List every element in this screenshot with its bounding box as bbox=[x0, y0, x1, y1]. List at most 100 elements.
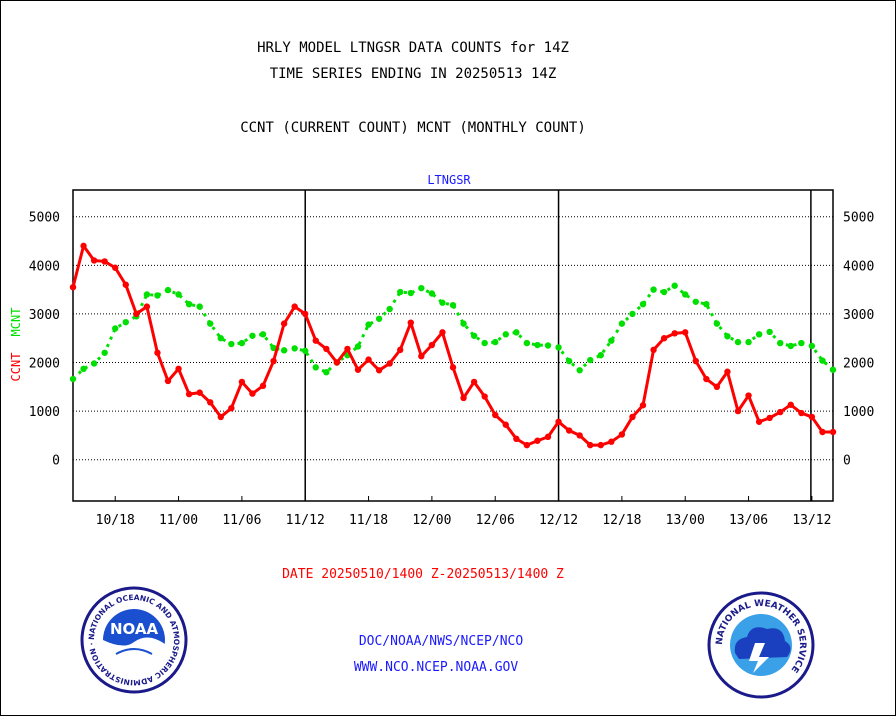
point-mcnt bbox=[143, 291, 151, 298]
website-label: WWW.NCO.NCEP.NOAA.GOV bbox=[354, 660, 519, 675]
point-mcnt bbox=[238, 339, 246, 347]
x-tick-label: 13/12 bbox=[792, 513, 831, 528]
y-axis-label-mcnt: MCNT bbox=[9, 308, 23, 337]
panel-label: LTNGSR bbox=[427, 173, 471, 187]
point-mcnt bbox=[798, 339, 805, 347]
y-axis-label-ccnt: CCNT bbox=[9, 353, 23, 382]
point-mcnt bbox=[829, 366, 837, 373]
point-ccnt bbox=[787, 401, 794, 408]
point-mcnt bbox=[724, 333, 731, 340]
point-mcnt bbox=[755, 331, 763, 338]
point-mcnt bbox=[671, 282, 678, 289]
point-ccnt bbox=[618, 431, 626, 438]
series-mcnt bbox=[69, 282, 837, 383]
point-mcnt bbox=[196, 303, 203, 310]
point-ccnt bbox=[703, 375, 710, 383]
point-mcnt bbox=[460, 320, 467, 327]
point-ccnt bbox=[238, 378, 246, 386]
point-mcnt bbox=[650, 286, 657, 293]
point-ccnt bbox=[777, 408, 784, 416]
point-ccnt bbox=[829, 428, 837, 436]
point-mcnt bbox=[365, 321, 372, 328]
chart-subtitle: CCNT (CURRENT COUNT) MCNT (MONTHLY COUNT… bbox=[240, 120, 586, 136]
point-ccnt bbox=[312, 337, 319, 344]
x-tick-label: 11/06 bbox=[222, 513, 261, 528]
x-tick-label: 12/06 bbox=[476, 513, 515, 528]
point-ccnt bbox=[280, 320, 288, 327]
point-ccnt bbox=[492, 411, 499, 419]
point-mcnt bbox=[354, 343, 362, 350]
point-mcnt bbox=[808, 342, 816, 350]
x-tick-label: 12/00 bbox=[412, 513, 451, 528]
point-mcnt bbox=[470, 332, 478, 339]
point-ccnt bbox=[375, 367, 383, 374]
y-tick-label-right-0: 0 bbox=[843, 454, 851, 469]
point-ccnt bbox=[724, 368, 731, 375]
point-ccnt bbox=[481, 393, 488, 400]
point-ccnt bbox=[259, 382, 267, 390]
point-ccnt bbox=[249, 390, 256, 397]
y-tick-labels-left: 0 1000 2000 3000 4000 5000 bbox=[29, 211, 60, 469]
point-mcnt bbox=[185, 300, 193, 308]
nws-logo: NATIONAL WEATHER SERVICE bbox=[707, 591, 815, 699]
point-ccnt bbox=[80, 242, 87, 250]
point-ccnt bbox=[428, 341, 436, 349]
y-tick-label-left-3000: 3000 bbox=[29, 308, 60, 323]
point-mcnt bbox=[713, 320, 721, 327]
point-ccnt bbox=[196, 389, 203, 396]
point-ccnt bbox=[470, 378, 478, 386]
plot-frame bbox=[72, 189, 834, 502]
point-ccnt bbox=[650, 346, 657, 354]
point-mcnt bbox=[819, 357, 826, 364]
x-tick-label: 13/06 bbox=[729, 513, 768, 528]
gridlines bbox=[73, 216, 833, 461]
point-mcnt bbox=[608, 337, 615, 344]
series-ccnt bbox=[69, 242, 837, 449]
point-ccnt bbox=[692, 357, 699, 365]
point-ccnt bbox=[90, 257, 98, 264]
point-mcnt bbox=[69, 375, 77, 383]
point-mcnt bbox=[523, 339, 531, 347]
point-mcnt bbox=[249, 332, 256, 339]
point-ccnt bbox=[713, 383, 721, 391]
point-ccnt bbox=[766, 414, 773, 422]
point-ccnt bbox=[682, 329, 689, 336]
x-tick-marks bbox=[114, 496, 813, 501]
point-mcnt bbox=[544, 342, 552, 349]
point-ccnt bbox=[154, 349, 161, 356]
point-mcnt bbox=[228, 340, 235, 348]
y-tick-label-right-1000: 1000 bbox=[843, 405, 874, 420]
point-mcnt bbox=[734, 338, 742, 346]
point-mcnt bbox=[597, 352, 604, 359]
point-ccnt bbox=[207, 399, 214, 406]
point-mcnt bbox=[386, 305, 393, 313]
point-ccnt bbox=[143, 303, 151, 310]
point-ccnt bbox=[639, 402, 647, 409]
point-ccnt bbox=[397, 346, 404, 354]
y-tick-label-left-2000: 2000 bbox=[29, 357, 60, 372]
point-ccnt bbox=[576, 432, 583, 439]
noaa-logo-text: NOAA bbox=[110, 620, 159, 638]
point-mcnt bbox=[481, 339, 488, 347]
y-tick-label-right-3000: 3000 bbox=[843, 308, 874, 323]
point-ccnt bbox=[460, 394, 467, 402]
point-ccnt bbox=[112, 264, 119, 271]
x-tick-label: 12/12 bbox=[539, 513, 578, 528]
date-range-label: DATE 20250510/1400 Z-20250513/1400 Z bbox=[282, 567, 564, 582]
point-mcnt bbox=[428, 290, 436, 297]
point-mcnt bbox=[745, 338, 752, 346]
agency-label: DOC/NOAA/NWS/NCEP/NCO bbox=[359, 634, 524, 649]
x-tick-label: 12/18 bbox=[602, 513, 641, 528]
y-tick-labels-right: 0 1000 2000 3000 4000 5000 bbox=[843, 211, 874, 469]
point-ccnt bbox=[323, 345, 330, 353]
point-ccnt bbox=[449, 364, 457, 371]
point-ccnt bbox=[808, 413, 816, 421]
point-ccnt bbox=[608, 438, 615, 445]
point-ccnt bbox=[69, 283, 77, 291]
point-mcnt bbox=[154, 292, 161, 299]
point-mcnt bbox=[418, 284, 425, 292]
y-tick-label-left-0: 0 bbox=[52, 454, 60, 469]
point-mcnt bbox=[164, 286, 172, 294]
point-mcnt bbox=[270, 344, 277, 352]
y-tick-label-right-5000: 5000 bbox=[843, 211, 874, 226]
